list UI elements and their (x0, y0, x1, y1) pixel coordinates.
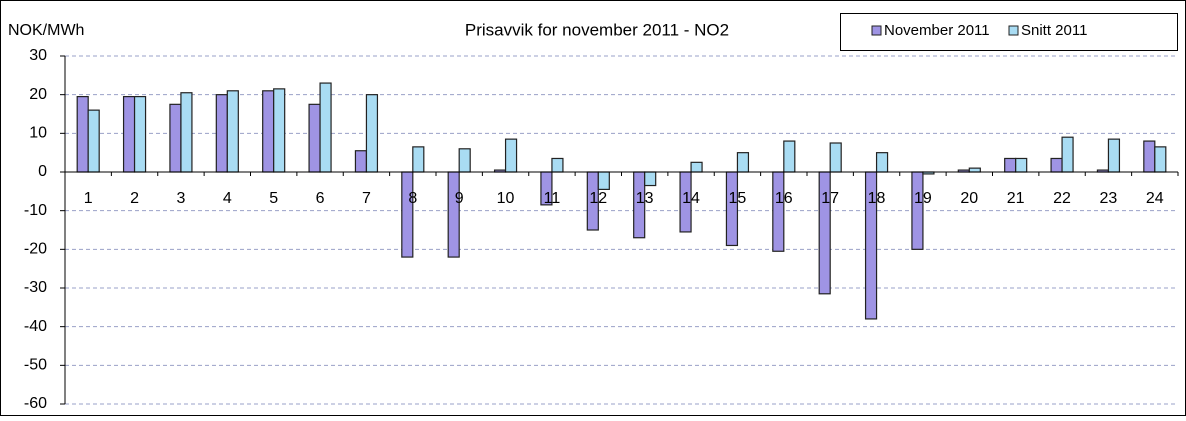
x-tick-label: 21 (1007, 190, 1025, 207)
x-tick-label: 23 (1100, 190, 1118, 207)
chart-title: Prisavvik for november 2011 - NO2 (465, 20, 729, 39)
bar (215, 94, 228, 173)
x-tick-label: 22 (1053, 190, 1071, 207)
bar (911, 171, 924, 250)
x-tick-label: 11 (544, 190, 561, 207)
bar (180, 92, 193, 173)
x-tick-label: 5 (269, 190, 278, 207)
bar (772, 171, 785, 252)
bar (412, 146, 425, 173)
x-tick-label: 2 (130, 190, 139, 207)
bar (122, 95, 136, 173)
bar (273, 88, 286, 173)
x-tick-label: 3 (176, 190, 185, 207)
bar (1061, 136, 1074, 173)
y-tick-label: -60 (24, 395, 47, 412)
x-tick-label: 24 (1146, 190, 1164, 207)
bar (458, 148, 471, 173)
bar (1015, 157, 1028, 173)
x-tick-label: 7 (362, 190, 371, 207)
y-tick-label: 0 (38, 163, 47, 180)
bar (447, 171, 460, 258)
x-tick-label: 20 (960, 190, 978, 207)
bar (169, 103, 182, 173)
x-tick-label: 15 (729, 190, 747, 207)
bar (725, 171, 739, 247)
y-tick-label: -40 (24, 318, 47, 335)
bar (504, 138, 518, 173)
bar (1143, 140, 1156, 173)
x-tick-label: 16 (775, 190, 793, 207)
x-tick-label: 8 (408, 190, 417, 207)
y-axis-label: NOK/MWh (8, 22, 84, 39)
y-tick-label: -50 (24, 357, 47, 374)
y-tick-label: 30 (29, 47, 47, 64)
legend-label: Snitt 2011 (1021, 22, 1087, 39)
legend-swatch (871, 25, 882, 36)
x-tick-label: 4 (223, 190, 232, 207)
x-tick-label: 12 (589, 190, 607, 207)
bar (1004, 157, 1017, 173)
bar (736, 152, 750, 173)
x-tick-label: 1 (84, 190, 93, 207)
bar (1107, 138, 1121, 173)
bar (1154, 146, 1167, 173)
y-tick-label: -10 (24, 202, 47, 219)
bar (829, 142, 842, 173)
bar (319, 82, 332, 173)
bar (690, 161, 703, 173)
bar (354, 150, 368, 173)
legend-swatch (1008, 25, 1019, 36)
x-tick-label: 18 (868, 190, 886, 207)
bar (308, 103, 321, 173)
x-tick-label: 14 (682, 190, 700, 207)
bar (644, 171, 657, 187)
y-tick-label: 10 (29, 125, 47, 142)
y-tick-label: -30 (24, 279, 47, 296)
x-tick-label: 19 (914, 190, 932, 207)
bar (226, 90, 239, 173)
legend-label: November 2011 (884, 22, 990, 39)
x-tick-label: 10 (497, 190, 515, 207)
x-tick-label: 9 (455, 190, 464, 207)
bar (1050, 157, 1063, 173)
bar (875, 152, 889, 173)
bar (551, 157, 564, 173)
bar (76, 95, 89, 173)
bar (133, 95, 147, 173)
bar (87, 109, 100, 173)
x-tick-label: 13 (636, 190, 654, 207)
y-tick-label: -20 (24, 241, 47, 258)
bar (597, 171, 610, 190)
bar (783, 140, 796, 173)
bar (968, 167, 981, 173)
bar (365, 94, 379, 173)
bar (262, 90, 275, 173)
x-tick-label: 6 (316, 190, 325, 207)
y-tick-label: 20 (29, 86, 47, 103)
x-tick-label: 17 (821, 190, 839, 207)
bar (401, 171, 414, 258)
